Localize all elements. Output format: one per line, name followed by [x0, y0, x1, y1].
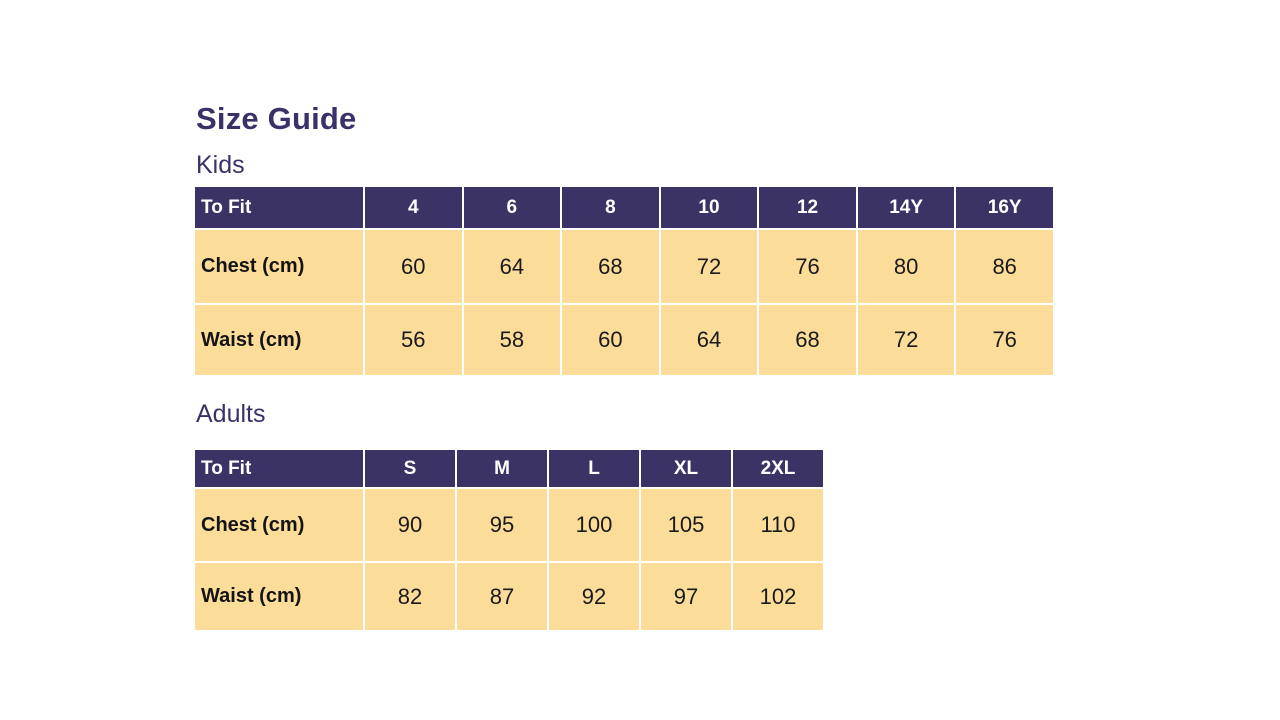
- adults-waist-label: Waist (cm): [195, 563, 363, 630]
- adults-waist-value: 87: [457, 563, 547, 630]
- kids-header-size-8: 8: [562, 187, 659, 228]
- kids-header-size-4: 4: [365, 187, 462, 228]
- adults-chest-value: 95: [457, 489, 547, 561]
- kids-chest-row: Chest (cm) 60 64 68 72 76 80 86: [195, 230, 1053, 303]
- kids-waist-label: Waist (cm): [195, 305, 363, 375]
- kids-waist-value: 68: [759, 305, 856, 375]
- kids-waist-value: 76: [956, 305, 1053, 375]
- kids-chest-value: 68: [562, 230, 659, 303]
- adults-section-label: Adults: [196, 400, 266, 428]
- adults-waist-value: 102: [733, 563, 823, 630]
- kids-chest-value: 80: [857, 230, 955, 303]
- kids-waist-value: 56: [365, 305, 462, 375]
- kids-header-to-fit: To Fit: [195, 187, 363, 228]
- kids-chest-value: 86: [956, 230, 1053, 303]
- adults-chest-value: 105: [641, 489, 731, 561]
- kids-waist-value: 72: [857, 305, 955, 375]
- adults-chest-value: 90: [365, 489, 455, 561]
- kids-chest-value: 60: [365, 230, 462, 303]
- adults-header-size-s: S: [365, 450, 455, 487]
- adults-waist-value: 97: [641, 563, 731, 630]
- kids-chest-value: 64: [463, 230, 561, 303]
- kids-header-size-12: 12: [759, 187, 856, 228]
- adults-chest-value: 100: [549, 489, 639, 561]
- kids-header-size-14y: 14Y: [857, 187, 955, 228]
- kids-waist-row: Waist (cm) 56 58 60 64 68 72 76: [195, 305, 1053, 375]
- kids-header-row: To Fit 4 6 8 10 12 14Y 16Y: [195, 187, 1053, 228]
- adults-size-table: To Fit S M L XL 2XL Chest (cm) 90 95 100…: [193, 448, 825, 632]
- page-title: Size Guide: [196, 101, 357, 136]
- adults-chest-label: Chest (cm): [195, 489, 363, 561]
- kids-chest-value: 72: [660, 230, 758, 303]
- kids-waist-value: 58: [463, 305, 561, 375]
- kids-chest-value: 76: [759, 230, 856, 303]
- kids-header-size-6: 6: [463, 187, 561, 228]
- kids-waist-value: 60: [562, 305, 659, 375]
- adults-header-size-l: L: [549, 450, 639, 487]
- kids-waist-value: 64: [660, 305, 758, 375]
- adults-header-size-xl: XL: [641, 450, 731, 487]
- adults-waist-value: 82: [365, 563, 455, 630]
- adults-chest-value: 110: [733, 489, 823, 561]
- adults-header-to-fit: To Fit: [195, 450, 363, 487]
- kids-chest-label: Chest (cm): [195, 230, 363, 303]
- adults-header-size-2xl: 2XL: [733, 450, 823, 487]
- adults-waist-value: 92: [549, 563, 639, 630]
- adults-header-size-m: M: [457, 450, 547, 487]
- kids-header-size-10: 10: [660, 187, 758, 228]
- adults-chest-row: Chest (cm) 90 95 100 105 110: [195, 489, 823, 561]
- adults-waist-row: Waist (cm) 82 87 92 97 102: [195, 563, 823, 630]
- adults-header-row: To Fit S M L XL 2XL: [195, 450, 823, 487]
- kids-size-table: To Fit 4 6 8 10 12 14Y 16Y Chest (cm) 60…: [193, 185, 1055, 377]
- kids-header-size-16y: 16Y: [956, 187, 1053, 228]
- kids-section-label: Kids: [196, 151, 245, 179]
